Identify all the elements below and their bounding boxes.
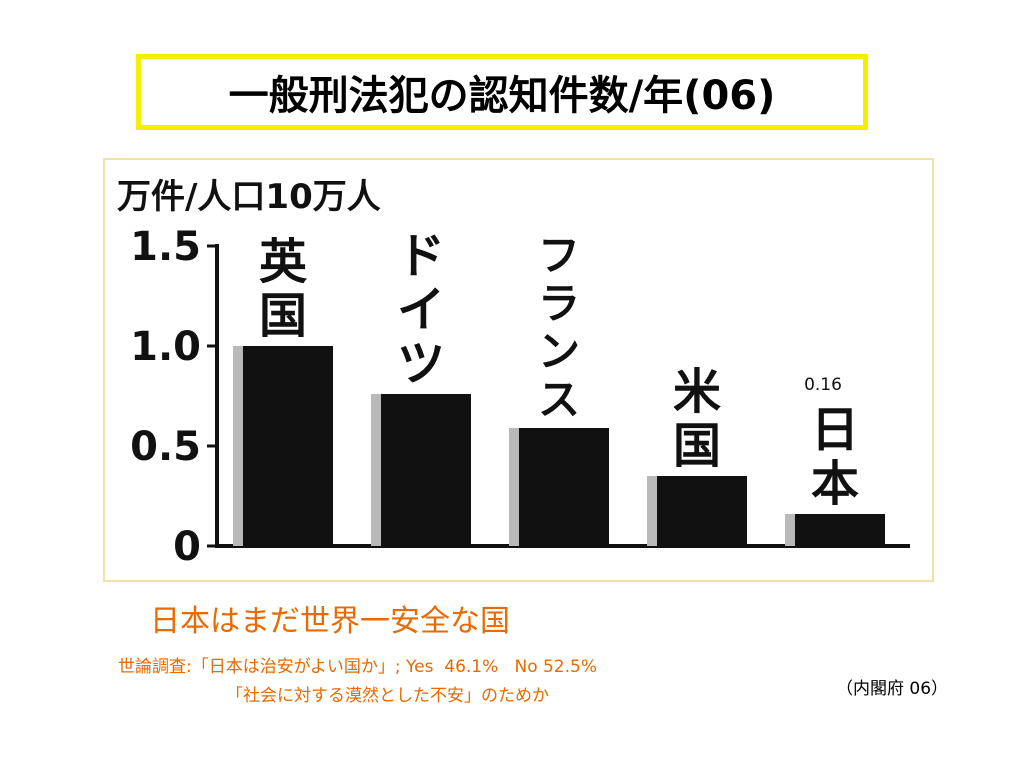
bar (785, 514, 885, 546)
bar-shading (785, 514, 795, 546)
category-labels: 英国 ドイツ フランス米国 日本 (259, 228, 859, 512)
bar (509, 428, 609, 546)
category-label: 英国 (259, 234, 308, 344)
category-label: フランス (538, 231, 580, 424)
slide-title: 一般刑法犯の認知件数/年(06) (136, 54, 868, 130)
bar (233, 346, 333, 546)
chart-canvas: 万件/人口10万人 0 0.5 1.0 1.5 英国 ドイツ フランス米国 日本 0.16 (117, 177, 910, 570)
headline: 日本はまだ世界一安全な国 (150, 604, 510, 639)
survey-result: 世論調査:「日本は治安がよい国か」; Yes 46.1% No 52.5% (118, 657, 598, 677)
y-tick-label: 0.5 (130, 424, 201, 470)
source-note: （内閣府 06） (836, 679, 949, 699)
category-label: ドイツ (397, 228, 445, 392)
bar-chart: 万件/人口10万人 0 0.5 1.0 1.5 英国 ドイツ フランス米国 日本 0.16 (103, 158, 934, 582)
bar-shading (647, 476, 657, 546)
survey-interpretation: 「社会に対する漠然とした不安」のためか (226, 686, 549, 706)
data-label: 0.16 (804, 375, 842, 395)
data-labels: 0.16 (804, 375, 842, 395)
bar-shading (371, 394, 381, 546)
bar-shading (233, 346, 243, 546)
y-tick-label: 1.0 (130, 324, 201, 370)
bar (647, 476, 747, 546)
y-tick-label: 1.5 (130, 224, 201, 270)
y-tick-label: 0 (173, 524, 201, 570)
y-tick-labels: 0 0.5 1.0 1.5 (130, 224, 217, 570)
bar (371, 394, 471, 546)
bar-shading (509, 428, 519, 546)
chart-bars (233, 346, 885, 546)
category-label: 米国 (673, 364, 721, 474)
category-label: 日本 (811, 402, 859, 512)
y-axis-label: 万件/人口10万人 (117, 177, 381, 217)
